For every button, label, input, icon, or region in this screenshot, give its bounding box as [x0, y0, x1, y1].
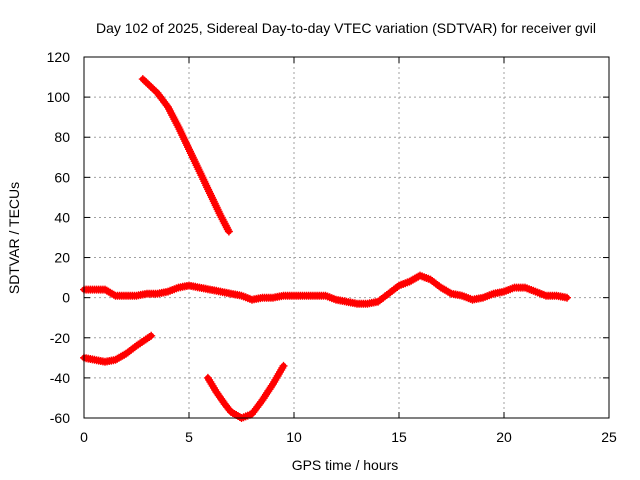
data-point — [563, 293, 571, 302]
grid-lines — [84, 57, 609, 418]
chart-title: Day 102 of 2025, Sidereal Day-to-day VTE… — [96, 20, 596, 36]
y-tick-label: 100 — [47, 89, 71, 105]
y-tick-label: -40 — [50, 370, 70, 386]
x-tick-label: 25 — [601, 429, 617, 445]
data-point — [109, 290, 118, 299]
y-axis-label: SDTVAR / TECUs — [6, 182, 22, 294]
tick-labels: -60 -40 -20 0 20 40 60 80 100 120 0 5 10 15 20 25 — [47, 49, 617, 445]
y-tick-label: 120 — [47, 49, 71, 65]
y-tick-label: 40 — [54, 209, 70, 225]
x-tick-label: 5 — [185, 429, 193, 445]
series-arc-1 — [138, 75, 233, 236]
data-point — [445, 288, 454, 297]
series-arc-2 — [80, 331, 156, 366]
data-point — [145, 333, 154, 341]
y-tick-label: -60 — [50, 410, 70, 426]
data-series — [80, 75, 571, 422]
x-axis-label: GPS time / hours — [292, 457, 399, 473]
x-tick-label: 20 — [496, 429, 512, 445]
y-tick-label: -20 — [50, 330, 70, 346]
x-tick-label: 15 — [391, 429, 407, 445]
x-tick-label: 0 — [80, 429, 88, 445]
plot-border — [83, 56, 610, 419]
data-point — [147, 331, 156, 340]
y-tick-label: 20 — [54, 250, 70, 266]
y-tick-label: 80 — [54, 129, 70, 145]
axes — [83, 56, 610, 419]
data-point — [224, 227, 233, 236]
y-tick-label: 0 — [62, 290, 70, 306]
y-tick-label: 60 — [54, 169, 70, 185]
x-tick-label: 10 — [286, 429, 302, 445]
series-main — [80, 271, 571, 308]
data-point — [279, 361, 288, 370]
